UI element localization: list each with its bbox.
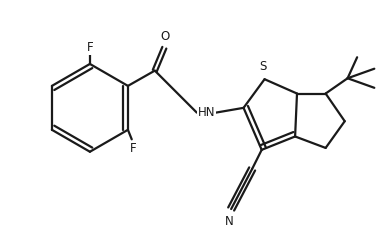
Text: N: N <box>225 215 234 227</box>
Text: F: F <box>131 142 137 155</box>
Text: O: O <box>161 30 170 43</box>
Text: F: F <box>87 41 93 54</box>
Text: S: S <box>259 60 266 73</box>
Text: HN: HN <box>198 106 215 119</box>
